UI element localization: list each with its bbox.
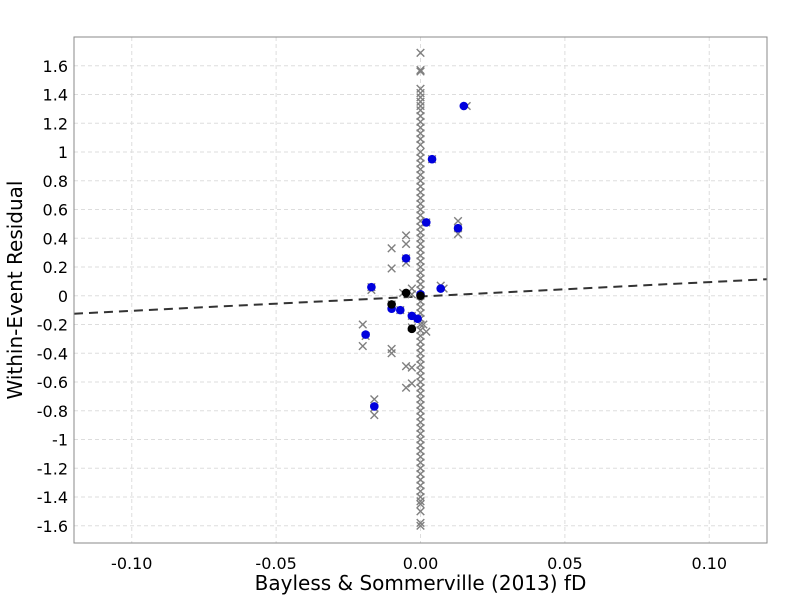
- x-marker-point: [416, 521, 425, 531]
- x-marker-point: [407, 379, 417, 388]
- x-tick-label: -0.10: [111, 554, 152, 573]
- black-dot-point: [387, 300, 396, 309]
- blue-dot-point: [453, 223, 463, 233]
- y-tick-label: 0.4: [43, 229, 68, 248]
- x-marker-point: [387, 264, 396, 273]
- x-tick-label: 0.05: [547, 554, 583, 573]
- black-dot-point: [416, 291, 425, 301]
- y-tick-label: 0.6: [43, 201, 68, 220]
- x-marker-point: [370, 410, 379, 420]
- plot-frame: [73, 36, 768, 544]
- x-axis-label: Bayless & Sommerville (2013) fD: [255, 571, 587, 595]
- x-marker-point: [416, 499, 425, 509]
- x-marker-point: [453, 216, 463, 226]
- black-dot-point: [401, 288, 411, 298]
- x-marker-point: [407, 363, 417, 372]
- y-tick-labels: -1.6 -1.4 -1.2 -1 -0.8 -0.6 -0.4 -0.2 0 0.2 0.4 0.6…: [37, 57, 68, 536]
- y-tick-label: -0.6: [37, 373, 68, 392]
- gray-x-series: [358, 48, 471, 531]
- x-marker-point: [421, 327, 431, 336]
- blue-dot-point: [401, 254, 411, 263]
- x-marker-point: [416, 518, 425, 528]
- x-tick-label: 0.00: [403, 554, 439, 573]
- blue-dot-point: [361, 330, 370, 339]
- y-tick-label: -0.8: [37, 402, 68, 421]
- x-marker-point: [401, 239, 411, 249]
- blue-dot-point: [427, 154, 437, 164]
- x-marker-point: [416, 140, 425, 150]
- y-tick-label: -1.4: [37, 488, 68, 507]
- y-tick-label: -1: [52, 431, 68, 450]
- y-tick-label: -0.2: [37, 316, 68, 335]
- x-marker-point: [387, 348, 396, 358]
- y-tick-label: 1.4: [43, 86, 68, 105]
- blue-dot-point: [436, 284, 446, 293]
- y-axis-label: Within-Event Residual: [3, 181, 27, 400]
- x-marker-point: [358, 341, 368, 351]
- x-marker-point: [370, 394, 379, 404]
- blue-dot-point: [367, 282, 376, 292]
- y-tick-label: 0.2: [43, 258, 68, 277]
- x-tick-label: -0.05: [255, 554, 296, 573]
- blue-dot-point: [395, 305, 405, 315]
- x-marker-point: [416, 507, 425, 516]
- x-marker-point: [416, 65, 425, 75]
- x-marker-point: [358, 320, 368, 329]
- y-tick-label: 1: [58, 143, 68, 162]
- y-tick-label: -0.4: [37, 344, 68, 363]
- blue-dot-point: [413, 314, 422, 324]
- x-marker-point: [401, 383, 411, 393]
- y-tick-label: -1.6: [37, 517, 68, 536]
- y-tick-label: 0: [58, 287, 68, 306]
- x-marker-point: [416, 497, 425, 506]
- x-marker-point: [401, 231, 411, 240]
- x-marker-point: [416, 48, 425, 58]
- blue-dot-point: [459, 101, 469, 111]
- x-marker-point: [387, 244, 396, 253]
- x-tick-label: 0.10: [691, 554, 727, 573]
- black-dot-point: [407, 324, 417, 334]
- blue-dot-point: [421, 218, 431, 227]
- blue-dot-point: [370, 402, 379, 411]
- x-marker-point: [419, 320, 428, 329]
- y-tick-label: 0.8: [43, 172, 68, 191]
- y-tick-label: 1.6: [43, 57, 68, 76]
- x-marker-point: [416, 67, 425, 76]
- black-dot-series: [387, 288, 425, 334]
- y-tick-label: -1.2: [37, 459, 68, 478]
- y-tick-label: 1.2: [43, 114, 68, 133]
- x-tick-labels: -0.10 -0.05 0.00 0.05 0.10: [111, 554, 727, 573]
